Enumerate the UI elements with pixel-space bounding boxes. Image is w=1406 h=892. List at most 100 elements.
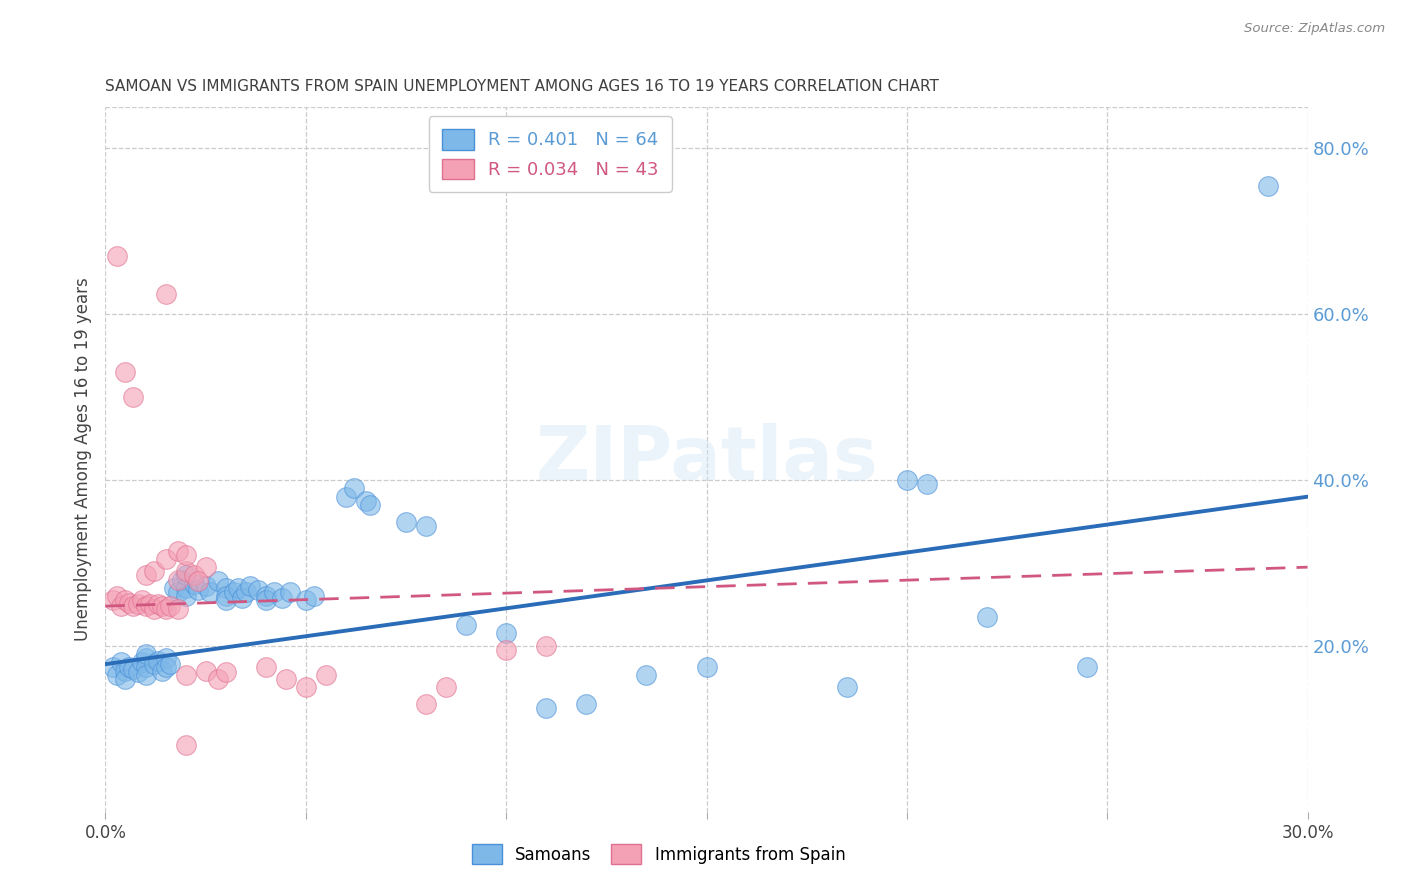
Point bbox=[127, 598, 149, 612]
Text: SAMOAN VS IMMIGRANTS FROM SPAIN UNEMPLOYMENT AMONG AGES 16 TO 19 YEARS CORRELATI: SAMOAN VS IMMIGRANTS FROM SPAIN UNEMPLOY… bbox=[105, 78, 939, 94]
Point bbox=[183, 576, 205, 591]
Point bbox=[415, 518, 437, 533]
Point bbox=[1076, 659, 1098, 673]
Point bbox=[222, 585, 245, 599]
Point bbox=[187, 574, 209, 589]
Point bbox=[278, 585, 301, 599]
Point bbox=[835, 681, 858, 695]
Point bbox=[107, 668, 129, 682]
Point bbox=[138, 598, 160, 612]
Point bbox=[122, 599, 145, 614]
Point bbox=[214, 581, 236, 595]
Point bbox=[159, 599, 181, 614]
Point bbox=[976, 610, 998, 624]
Point bbox=[131, 656, 153, 670]
Point bbox=[114, 672, 136, 686]
Point bbox=[359, 498, 381, 512]
Point bbox=[166, 585, 188, 599]
Point bbox=[155, 659, 177, 673]
Point bbox=[214, 665, 236, 680]
Point bbox=[495, 643, 517, 657]
Point bbox=[231, 591, 253, 605]
Point bbox=[118, 659, 141, 673]
Point bbox=[135, 599, 157, 614]
Point bbox=[575, 697, 598, 711]
Point bbox=[636, 668, 658, 682]
Point bbox=[295, 593, 318, 607]
Point bbox=[155, 651, 177, 665]
Point bbox=[226, 581, 249, 595]
Point bbox=[142, 657, 165, 672]
Point bbox=[263, 585, 285, 599]
Text: ZIPatlas: ZIPatlas bbox=[536, 423, 877, 496]
Point bbox=[110, 656, 132, 670]
Point bbox=[142, 564, 165, 578]
Point bbox=[174, 668, 197, 682]
Point bbox=[146, 654, 169, 668]
Legend: Samoans, Immigrants from Spain: Samoans, Immigrants from Spain bbox=[465, 838, 852, 871]
Point bbox=[187, 582, 209, 597]
Point bbox=[122, 390, 145, 404]
Point bbox=[174, 548, 197, 562]
Point bbox=[915, 477, 938, 491]
Point bbox=[150, 664, 173, 678]
Point bbox=[534, 701, 557, 715]
Point bbox=[135, 568, 157, 582]
Point bbox=[194, 664, 217, 678]
Text: Source: ZipAtlas.com: Source: ZipAtlas.com bbox=[1244, 22, 1385, 36]
Point bbox=[174, 568, 197, 582]
Point bbox=[135, 651, 157, 665]
Point bbox=[415, 697, 437, 711]
Point bbox=[174, 739, 197, 753]
Point bbox=[194, 560, 217, 574]
Point bbox=[343, 482, 366, 496]
Point bbox=[114, 365, 136, 379]
Point bbox=[295, 681, 318, 695]
Point bbox=[495, 626, 517, 640]
Point bbox=[354, 493, 377, 508]
Point bbox=[131, 593, 153, 607]
Point bbox=[174, 581, 197, 595]
Point bbox=[162, 581, 184, 595]
Point bbox=[155, 286, 177, 301]
Point bbox=[183, 568, 205, 582]
Point bbox=[246, 582, 269, 597]
Point bbox=[166, 601, 188, 615]
Point bbox=[142, 601, 165, 615]
Point bbox=[174, 564, 197, 578]
Point bbox=[207, 672, 229, 686]
Point bbox=[254, 659, 277, 673]
Point bbox=[254, 593, 277, 607]
Point bbox=[135, 659, 157, 673]
Y-axis label: Unemployment Among Ages 16 to 19 years: Unemployment Among Ages 16 to 19 years bbox=[73, 277, 91, 641]
Point bbox=[274, 672, 297, 686]
Point bbox=[170, 573, 193, 587]
Point bbox=[335, 490, 357, 504]
Point bbox=[395, 515, 418, 529]
Point bbox=[103, 659, 125, 673]
Point bbox=[198, 585, 221, 599]
Point bbox=[239, 579, 262, 593]
Point bbox=[122, 662, 145, 676]
Point bbox=[114, 593, 136, 607]
Point bbox=[155, 601, 177, 615]
Point bbox=[534, 639, 557, 653]
Point bbox=[155, 552, 177, 566]
Point bbox=[103, 593, 125, 607]
Point bbox=[1257, 178, 1279, 193]
Point bbox=[166, 543, 188, 558]
Point bbox=[159, 657, 181, 672]
Point bbox=[110, 599, 132, 614]
Point bbox=[107, 589, 129, 603]
Point bbox=[107, 249, 129, 263]
Point bbox=[434, 681, 457, 695]
Point bbox=[118, 596, 141, 610]
Point bbox=[454, 618, 477, 632]
Point bbox=[150, 599, 173, 614]
Point bbox=[214, 593, 236, 607]
Point bbox=[315, 668, 337, 682]
Point bbox=[174, 589, 197, 603]
Point bbox=[135, 668, 157, 682]
Point bbox=[135, 647, 157, 661]
Point bbox=[114, 664, 136, 678]
